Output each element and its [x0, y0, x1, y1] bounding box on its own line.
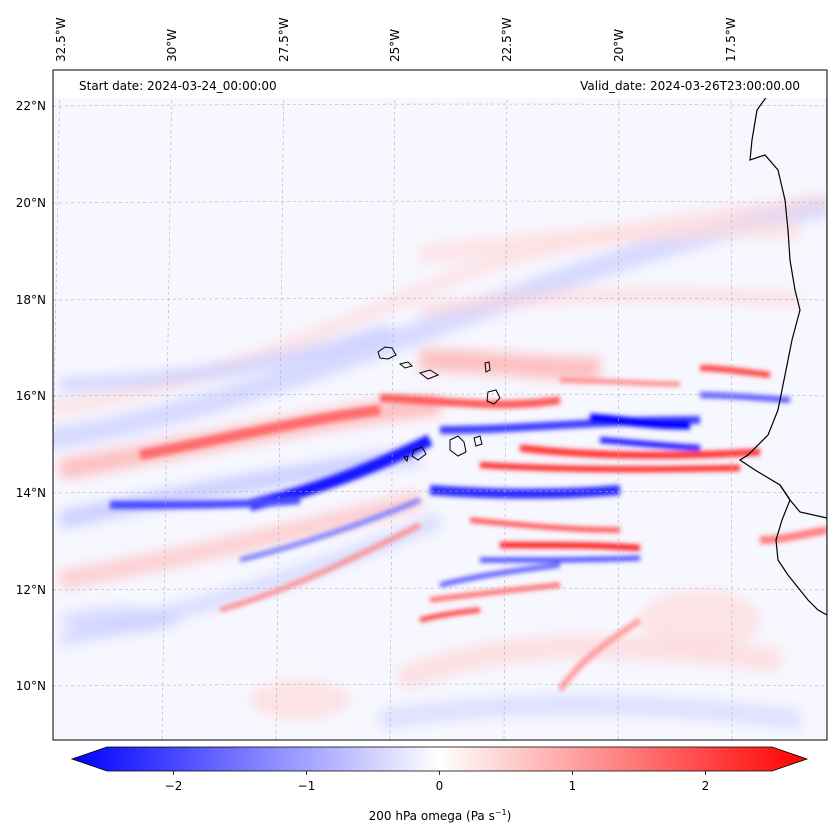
colorbar-gradient: [70, 746, 809, 772]
lon-label: 17.5°W: [724, 17, 738, 62]
colorbar-tick-label: 2: [702, 779, 710, 793]
lon-label: 30°W: [165, 29, 179, 62]
colorbar-tick-label: −1: [298, 779, 316, 793]
omega-field-broad: [53, 193, 827, 730]
lon-label: 32.5°W: [54, 17, 68, 62]
lon-label: 27.5°W: [277, 17, 291, 62]
header-strip: [53, 70, 827, 98]
lon-label: 22.5°W: [500, 17, 514, 62]
lat-label: 22°N: [16, 99, 46, 113]
lat-label: 14°N: [16, 486, 46, 500]
colorbar-ticks: −2 −1 0 1 2: [165, 771, 710, 793]
lat-label: 16°N: [16, 389, 46, 403]
cape-verde-islands: [377, 346, 501, 463]
colorbar-tick-label: 1: [569, 779, 577, 793]
start-date-label: Start date: 2024-03-24_00:00:00: [79, 79, 277, 93]
colorbar-tick-label: −2: [165, 779, 183, 793]
colorbar: −2 −1 0 1 2 200 hPa omega (Pa s−1): [70, 746, 809, 823]
colorbar-tick-label: 0: [436, 779, 444, 793]
lat-label: 18°N: [16, 293, 46, 307]
lon-label: 25°W: [388, 29, 402, 62]
lat-label: 10°N: [16, 679, 46, 693]
lat-label: 12°N: [16, 583, 46, 597]
graticule: [53, 70, 827, 740]
latitude-labels: 22°N 20°N 18°N 16°N 14°N 12°N 10°N: [16, 99, 46, 693]
africa-coastline: [738, 70, 827, 616]
lon-label: 20°W: [612, 29, 626, 62]
omega-field-fine: [109, 365, 827, 692]
map-panel: [52, 69, 828, 741]
colorbar-title: 200 hPa omega (Pa s−1): [369, 808, 512, 823]
lat-label: 20°N: [16, 196, 46, 210]
longitude-labels: 32.5°W 30°W 27.5°W 25°W 22.5°W 20°W 17.5…: [54, 17, 738, 62]
map-frame: [52, 69, 828, 741]
valid-date-label: Valid_date: 2024-03-26T23:00:00.00: [580, 79, 800, 93]
